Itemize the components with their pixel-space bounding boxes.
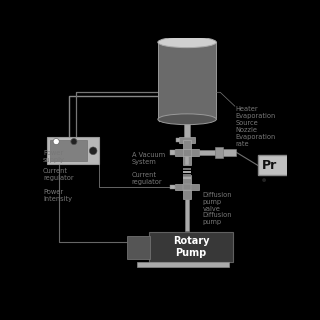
Text: Current
regulator: Current regulator [132,172,162,185]
Bar [199,150,215,155]
Bar [215,147,222,158]
Bar [127,236,150,259]
Bar [176,138,180,141]
Bar [183,140,191,165]
Bar [183,177,191,179]
Text: Heater
Evaporation
Source: Heater Evaporation Source [236,106,276,126]
Bar [148,232,233,262]
Bar [222,148,236,156]
Bar [170,185,175,189]
Bar [180,137,195,143]
Bar [50,140,87,161]
Bar [183,184,191,190]
Bar [184,119,190,137]
Text: Current
regulator: Current regulator [43,168,74,181]
Bar [183,171,191,173]
Bar [185,199,189,231]
Bar [137,262,229,267]
Text: A Vacuum
System: A Vacuum System [132,152,165,164]
Bar [185,155,189,165]
Bar [158,42,216,119]
Text: Nozzle
Evaporation
rate: Nozzle Evaporation rate [236,127,276,147]
Text: Pr: Pr [262,159,277,172]
Circle shape [71,139,77,145]
Ellipse shape [158,114,216,124]
Text: Rotary
Pump: Rotary Pump [173,236,209,258]
Bar [183,168,191,170]
Circle shape [89,147,97,155]
Bar [175,148,199,156]
Bar [175,184,199,190]
Bar [185,143,189,152]
Circle shape [262,178,266,182]
Ellipse shape [158,37,216,48]
Bar [183,148,191,156]
Bar [183,175,191,199]
Bar [258,156,289,175]
Circle shape [53,139,59,145]
Bar [183,174,191,176]
Bar [170,150,175,155]
Text: Diffusion
pump
valve: Diffusion pump valve [203,192,232,212]
Text: Diffusion
pump: Diffusion pump [203,212,232,225]
Bar [47,137,99,164]
Text: Power
Intensity: Power Intensity [43,188,72,202]
Text: Power
supply: Power supply [43,150,65,163]
